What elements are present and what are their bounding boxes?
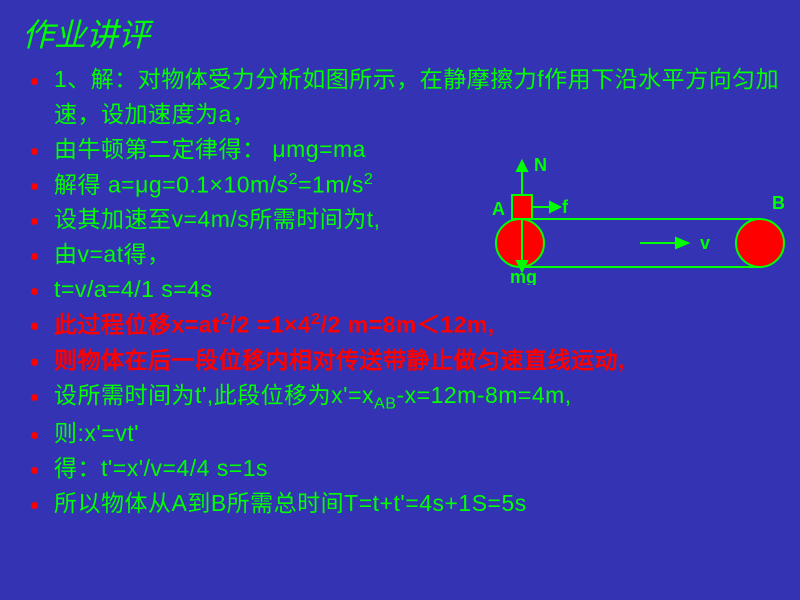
velocity-head — [676, 238, 688, 248]
bullet-list: 1、解：对物体受力分析如图所示，在静摩擦力f作用下沿水平方向匀加速，设加速度为a… — [0, 62, 800, 521]
point-B-label: B — [772, 193, 785, 213]
velocity-label: v — [700, 233, 710, 253]
bullet-item: 此过程位移x=at2/2 =1×42/2 m=8m＜12m, — [26, 307, 800, 343]
block-icon — [512, 195, 532, 219]
bullet-item: 所以物体从A到B所需总时间T=t+t'=4s+1S=5s — [26, 486, 800, 521]
bullet-item: 则物体在后一段位移内相对传送带静止做匀速直线运动, — [26, 343, 800, 378]
bullet-item: 1、解：对物体受力分析如图所示，在静摩擦力f作用下沿水平方向匀加速，设加速度为a… — [26, 62, 800, 132]
bullet-item: 设所需时间为t',此段位移为x'=xAB-x=12m-8m=4m, — [26, 378, 800, 416]
page-title: 作业讲评 — [0, 0, 800, 62]
bullet-item: 则:x'=vt' — [26, 416, 800, 451]
pulley-left — [496, 219, 544, 267]
bullet-item: 得：t'=x'/v=4/4 s=1s — [26, 451, 800, 486]
force-f-head — [550, 202, 560, 212]
force-f-label: f — [562, 197, 569, 217]
force-N-head — [517, 161, 527, 171]
pulley-right — [736, 219, 784, 267]
force-N-label: N — [534, 155, 547, 175]
physics-diagram: N f mg v A B — [490, 155, 790, 285]
force-mg-label: mg — [510, 267, 537, 285]
point-A-label: A — [492, 199, 505, 219]
